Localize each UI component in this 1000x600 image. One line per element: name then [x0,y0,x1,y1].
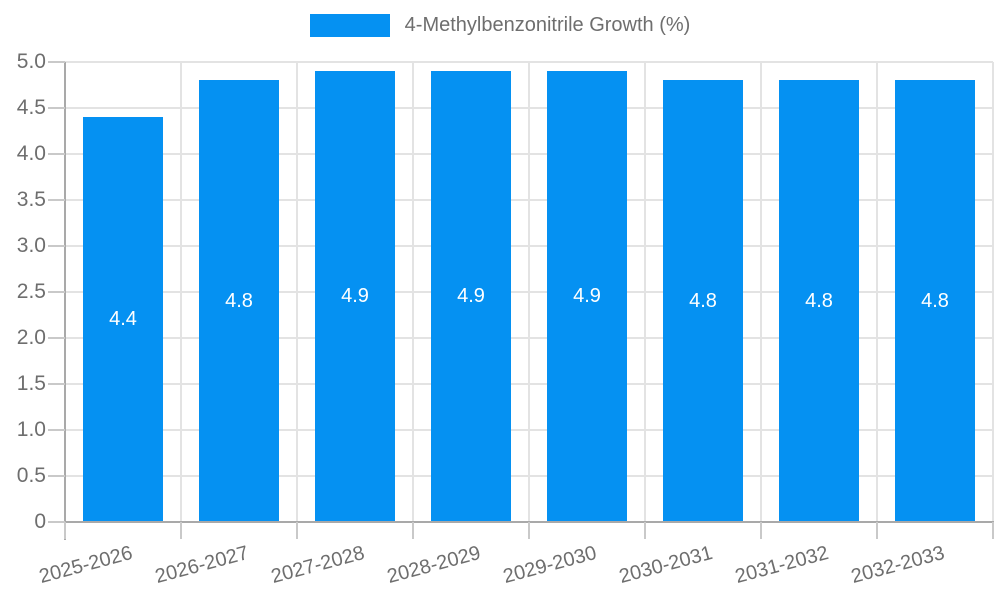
y-axis-tick-mark [48,245,65,247]
bar-value-label: 4.8 [921,289,949,312]
bar-value-label: 4.9 [573,285,601,308]
legend-label: 4-Methylbenzonitrile Growth (%) [404,14,691,36]
y-axis-tick-mark [48,107,65,109]
x-axis-tick-mark [644,522,646,539]
v-gridline [180,62,182,522]
y-axis-tick-mark [48,475,65,477]
bar[interactable]: 4.8 [895,80,975,522]
bar[interactable]: 4.9 [547,71,627,522]
v-gridline [876,62,878,522]
y-axis-tick-label: 1.0 [16,418,46,441]
y-axis-tick-label: 3.5 [16,188,46,211]
y-axis-tick-label: 0.5 [16,464,46,487]
v-gridline [528,62,530,522]
bar-value-label: 4.8 [689,289,717,312]
v-gridline [296,62,298,522]
y-axis-tick-mark [48,429,65,431]
v-gridline [760,62,762,522]
x-axis-tick-mark [64,522,66,539]
y-axis-tick-mark [48,383,65,385]
y-axis-tick-mark [48,291,65,293]
y-axis-tick-label: 3.0 [16,234,46,257]
bar-value-label: 4.9 [341,285,369,308]
bar-value-label: 4.4 [109,308,137,331]
bar[interactable]: 4.4 [83,117,163,522]
x-axis-tick-mark [992,522,994,539]
y-axis-tick-mark [48,337,65,339]
legend-swatch [309,14,390,37]
bar[interactable]: 4.8 [663,80,743,522]
bar-value-label: 4.8 [225,289,253,312]
y-axis-tick-label: 4.0 [16,142,46,165]
x-axis-tick-mark [876,522,878,539]
bar[interactable]: 4.8 [199,80,279,522]
y-axis-tick-label: 5.0 [16,50,46,73]
y-axis-tick-label: 0 [34,510,46,533]
x-axis-tick-mark [760,522,762,539]
x-axis-tick-mark [296,522,298,539]
x-axis-tick-mark [528,522,530,539]
plot-area: 4.4 4.8 4.9 4.9 4.9 4.8 4.8 4.8 [64,61,994,540]
x-axis-tick-mark [180,522,182,539]
legend: 4-Methylbenzonitrile Growth (%) [0,14,1000,37]
y-axis-tick-mark [48,153,65,155]
bar-value-label: 4.9 [457,285,485,308]
y-axis-line [64,62,66,540]
y-axis-tick-label: 4.5 [16,96,46,119]
y-axis-tick-label: 2.0 [16,326,46,349]
y-axis-tick-label: 2.5 [16,280,46,303]
v-gridline [412,62,414,522]
x-axis-tick-mark [412,522,414,539]
y-axis-tick-mark [48,61,65,63]
y-axis-tick-mark [48,199,65,201]
v-gridline [992,62,994,522]
bar[interactable]: 4.8 [779,80,859,522]
v-gridline [644,62,646,522]
legend-item[interactable]: 4-Methylbenzonitrile Growth (%) [309,14,691,37]
bar[interactable]: 4.9 [315,71,395,522]
bar[interactable]: 4.9 [431,71,511,522]
bar-value-label: 4.8 [805,289,833,312]
y-axis-tick-mark [48,521,65,523]
y-axis-tick-label: 1.5 [16,372,46,395]
